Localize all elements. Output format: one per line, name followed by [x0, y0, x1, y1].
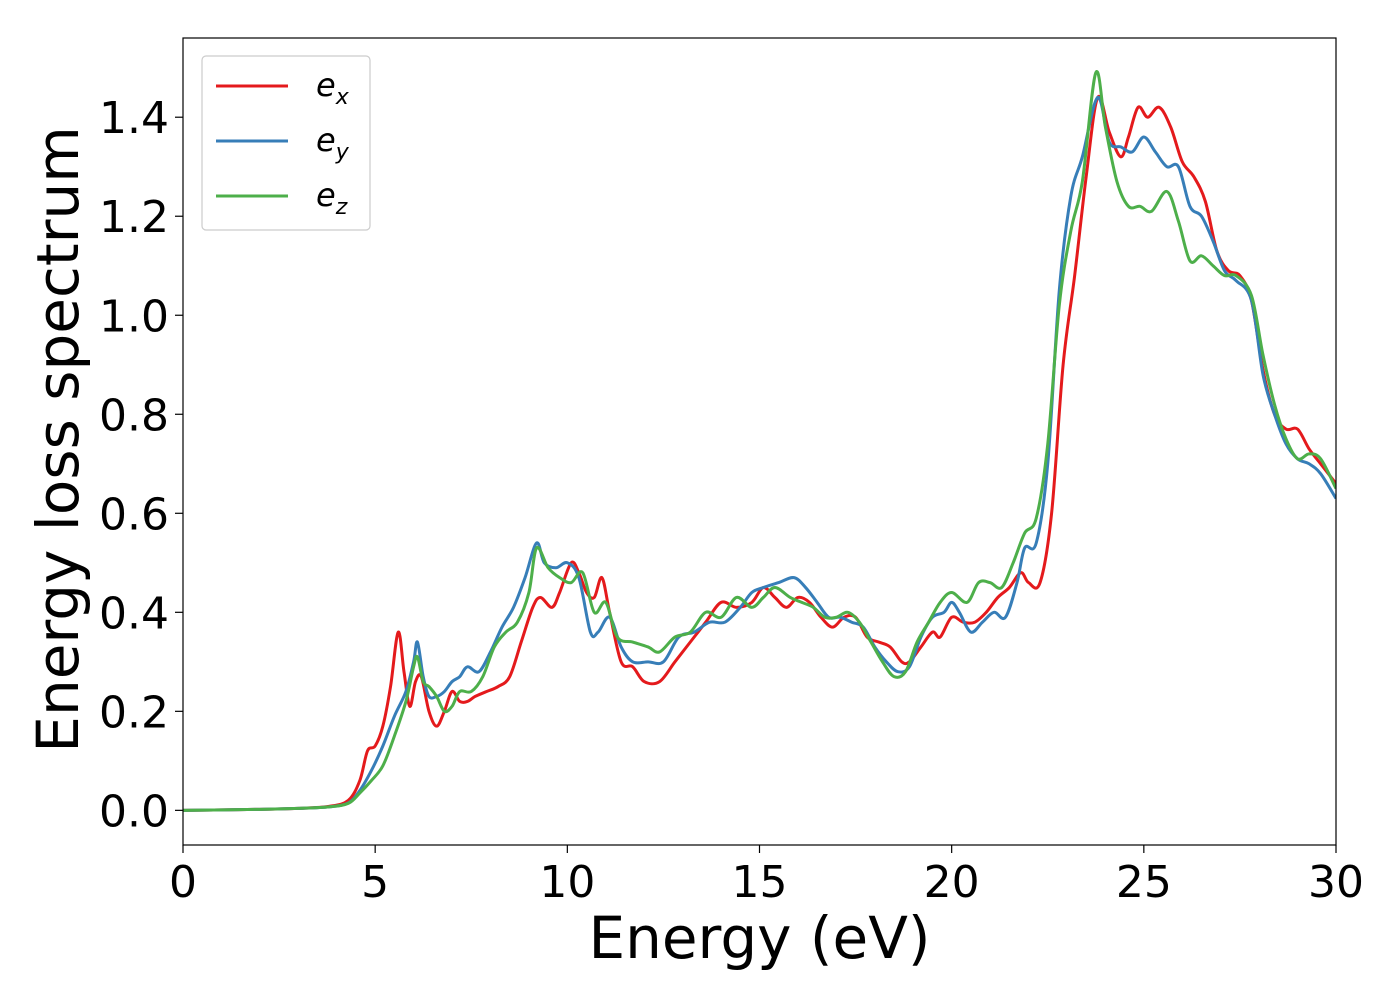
- legend-item-ex: ex: [216, 66, 350, 110]
- legend-label: ex: [316, 66, 350, 110]
- series-line-ez: [183, 70, 1336, 812]
- y-tick-label: 0.6: [99, 489, 169, 540]
- x-tick-label: 30: [1308, 857, 1364, 908]
- series-layer: [183, 70, 1336, 812]
- legend-label: ez: [316, 176, 348, 220]
- series-line-ex: [183, 94, 1336, 812]
- y-tick-label: 1.4: [99, 93, 169, 144]
- series-line-ey: [183, 95, 1336, 812]
- x-axis-title: Energy (eV): [588, 904, 930, 972]
- x-tick-label: 0: [169, 857, 197, 908]
- y-axis-title: Energy loss spectrum: [24, 126, 92, 752]
- y-axis: 0.0 0.2 0.4 0.6 0.8 1.0 1.2 1.4: [99, 93, 183, 837]
- legend-label: ey: [316, 121, 350, 165]
- legend-item-ez: ez: [216, 176, 348, 220]
- x-tick-label: 25: [1116, 857, 1172, 908]
- y-tick-label: 0.8: [99, 390, 169, 441]
- x-tick-label: 15: [732, 857, 788, 908]
- y-tick-label: 0.2: [99, 687, 169, 738]
- y-tick-label: 1.2: [99, 192, 169, 243]
- legend-box: [201, 55, 371, 231]
- legend-item-ey: ey: [216, 121, 350, 165]
- y-tick-label: 1.0: [99, 291, 169, 342]
- y-tick-label: 0.4: [99, 588, 169, 639]
- y-tick-label: 0.0: [99, 786, 169, 837]
- legend: ex ey ez: [201, 55, 371, 231]
- x-tick-label: 5: [361, 857, 389, 908]
- x-axis: 0 5 10 15 20 25 30: [169, 845, 1364, 908]
- x-tick-label: 10: [539, 857, 595, 908]
- x-tick-label: 20: [924, 857, 980, 908]
